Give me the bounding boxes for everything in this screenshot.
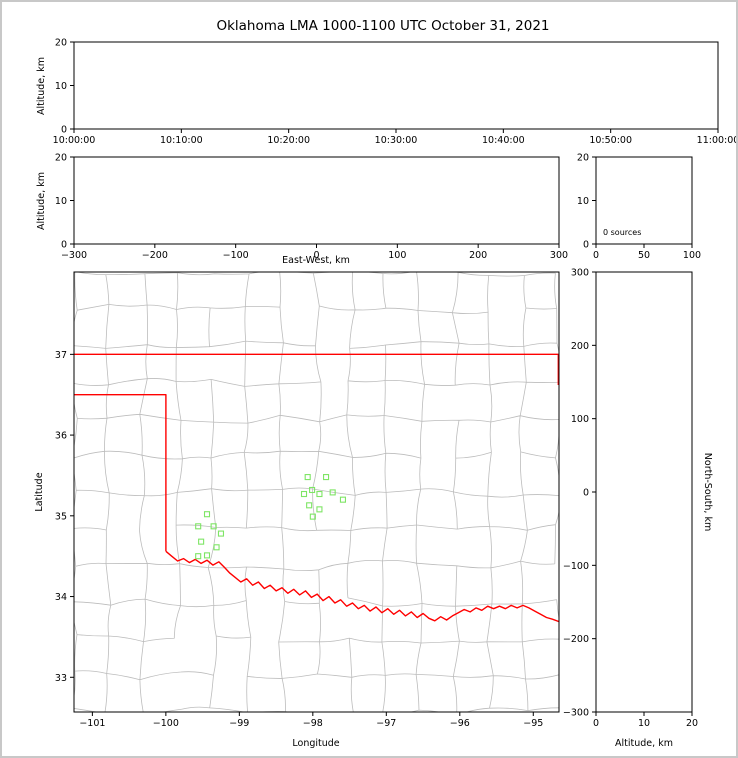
x-tick-label: 100 — [388, 250, 406, 261]
station-marker — [210, 523, 217, 530]
y-tick-label: 20 — [55, 38, 67, 49]
x-tick-label: 300 — [550, 250, 568, 261]
y-tick-label: 0 — [583, 488, 589, 499]
panel-frame — [595, 271, 693, 713]
y-tick-label: 0 — [61, 240, 67, 251]
x-tick-label: 10:30:00 — [375, 135, 418, 146]
y-tick-label: 0 — [583, 240, 589, 251]
x-tick-label: 100 — [683, 250, 701, 261]
y-tick-label: 0 — [61, 125, 67, 136]
x-tick-label: −98 — [303, 718, 323, 729]
x-tick-label: 11:00:00 — [697, 135, 736, 146]
station-marker — [306, 502, 313, 509]
panel-frame — [73, 271, 560, 713]
panel-frame — [73, 156, 560, 245]
y-tick-label: 10 — [55, 196, 67, 207]
y-tick-label: 37 — [55, 350, 67, 361]
station-marker — [316, 490, 323, 498]
x-tick-label: −100 — [223, 250, 249, 261]
ew-panel-xlabel: East-West, km — [282, 255, 350, 266]
panel-altitude-histogram: 0 sources 0 50 100 0 10 20 — [577, 153, 701, 262]
y-tick-label: 20 — [55, 153, 67, 164]
sources-count-label: 0 sources — [603, 228, 641, 237]
station-marker — [316, 506, 323, 513]
station-marker — [195, 523, 202, 530]
x-tick-label: 10:40:00 — [482, 135, 525, 146]
ns-panel-ylabel-right: North-South, km — [702, 453, 713, 531]
panel-frame — [595, 156, 693, 245]
x-tick-label: −97 — [376, 718, 396, 729]
x-tick-label: −99 — [229, 718, 249, 729]
panel-east-west-height: Altitude, km East-West, km −300 −200 −100 0… — [36, 153, 568, 267]
x-tick-label: 0 — [593, 718, 599, 729]
station-marker — [323, 474, 330, 481]
x-tick-label: 10 — [638, 718, 650, 729]
time-panel-ylabel: Altitude, km — [36, 57, 47, 115]
station-marker — [300, 490, 308, 498]
oklahoma-state-border — [74, 353, 559, 623]
x-tick-label: 0 — [313, 250, 319, 261]
station-marker — [203, 552, 211, 559]
y-tick-label: −300 — [563, 708, 589, 719]
lma-stations — [195, 474, 347, 560]
x-tick-label: −200 — [142, 250, 168, 261]
x-tick-label: −96 — [450, 718, 470, 729]
y-tick-label: 200 — [571, 341, 589, 352]
map-content — [74, 272, 559, 712]
ew-panel-ylabel: Altitude, km — [36, 172, 47, 230]
x-tick-label: 10:10:00 — [160, 135, 203, 146]
y-tick-label: 35 — [55, 511, 67, 522]
map-ylabel: Latitude — [34, 472, 45, 511]
y-tick-label: −100 — [563, 561, 589, 572]
state-border-line — [165, 550, 559, 623]
x-tick-label: 0 — [593, 250, 599, 261]
station-marker — [198, 538, 205, 545]
y-tick-label: −200 — [563, 634, 589, 645]
ns-panel-xlabel: Altitude, km — [615, 738, 673, 749]
y-tick-label: 20 — [577, 153, 589, 164]
station-marker — [195, 553, 202, 560]
x-tick-label: −300 — [61, 250, 87, 261]
y-tick-label: 36 — [55, 431, 67, 442]
station-marker — [309, 513, 316, 520]
panel-frame — [73, 41, 719, 130]
station-marker — [304, 474, 311, 481]
x-tick-label: 10:00:00 — [53, 135, 96, 146]
map-xlabel: Longitude — [292, 738, 339, 749]
x-tick-label: 10:50:00 — [589, 135, 632, 146]
panel-north-south-height: Altitude, km North-South, km 0 10 20 −300 −2… — [563, 268, 713, 750]
y-tick-label: 10 — [577, 196, 589, 207]
y-tick-label: 33 — [55, 673, 67, 684]
station-marker — [309, 486, 316, 494]
station-marker — [203, 511, 211, 518]
station-marker — [217, 530, 225, 537]
x-tick-label: 20 — [686, 718, 698, 729]
state-border-line — [74, 394, 167, 552]
x-tick-label: −100 — [153, 718, 179, 729]
x-tick-label: 200 — [469, 250, 487, 261]
x-tick-label: 50 — [638, 250, 650, 261]
figure-title: Oklahoma LMA 1000-1100 UTC October 31, 2… — [216, 18, 549, 34]
station-marker — [339, 496, 347, 503]
x-tick-label: −95 — [523, 718, 543, 729]
panel-plan-view-map: Latitude Longitude −101 −100 −99 −98 −97 −96 −… — [34, 271, 560, 749]
x-tick-label: −101 — [79, 718, 105, 729]
panel-time-height: Altitude, km 10:00:00 10:10:00 10:20:00 10:… — [36, 38, 736, 147]
x-tick-label: 10:20:00 — [267, 135, 310, 146]
county-boundaries — [74, 272, 559, 712]
county-boundary-lines — [74, 272, 559, 712]
y-tick-label: 10 — [55, 81, 67, 92]
y-tick-label: 300 — [571, 268, 589, 279]
station-marker — [329, 489, 336, 496]
y-tick-label: 34 — [55, 592, 67, 603]
station-marker — [213, 544, 220, 551]
y-tick-label: 100 — [571, 414, 589, 425]
